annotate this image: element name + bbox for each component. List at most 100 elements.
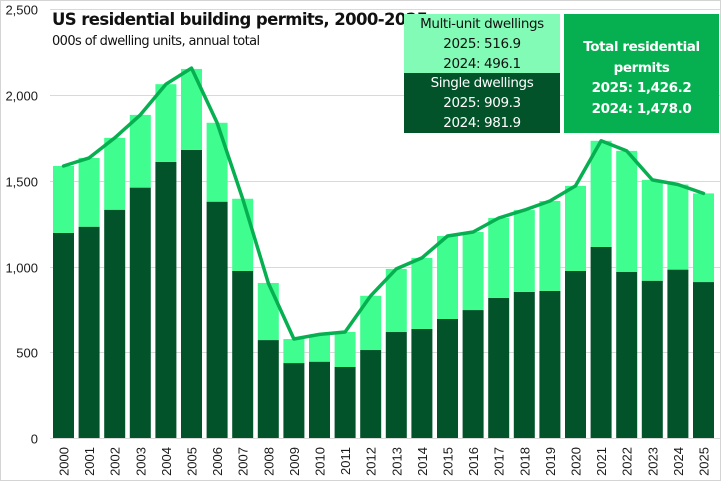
single-callout-label: Single dwellings [430,75,534,91]
bar-multi-2003 [129,114,151,188]
bar-single-2004 [155,161,177,438]
chart-title: US residential building permits, 2000-20… [52,10,428,29]
bars [53,68,714,438]
y-tick-label: 2,500 [5,3,38,18]
bar-single-2006 [206,201,228,438]
bar-multi-2016 [462,232,484,311]
bar-multi-2005 [181,68,202,150]
bar-single-2015 [437,318,458,438]
bar-multi-2022 [616,150,638,272]
bar-multi-2007 [232,198,254,271]
x-tick-label: 2022 [620,447,635,476]
multi-unit-callout: Multi-unit dwellings 2025: 516.9 2024: 4… [404,14,560,73]
x-axis-ticks: 2000 2001 2002 2003 2004 2005 2006 2007 2008 2009… [57,447,712,476]
y-tick-label: 1,000 [5,261,38,276]
bar-multi-2019 [539,200,561,291]
chart-subtitle: 000s of dwelling units, annual total [52,34,260,49]
multi-unit-callout-2025: 2025: 516.9 [443,36,521,52]
bar-single-2019 [539,290,561,438]
x-tick-label: 2009 [287,447,302,476]
x-tick-label: 2015 [441,447,456,476]
y-tick-label: 2,000 [5,89,38,104]
x-tick-label: 2016 [466,447,481,476]
x-tick-label: 2013 [389,447,404,476]
bar-multi-2025 [693,193,714,283]
bar-multi-2004 [155,84,177,162]
bar-single-2017 [488,297,510,438]
bar-single-2013 [385,332,407,438]
bar-single-2012 [360,350,382,438]
x-tick-label: 2006 [210,447,225,476]
bar-multi-2021 [590,140,612,247]
x-tick-label: 2003 [133,447,148,476]
bar-multi-2018 [513,210,535,292]
x-tick-label: 2008 [261,447,276,476]
y-tick-label: 500 [16,346,38,361]
total-series-line [61,66,706,341]
bar-single-2014 [411,328,433,438]
bar-single-2022 [616,271,638,438]
bar-single-2009 [283,363,305,438]
bar-multi-2011 [334,332,356,367]
x-tick-label: 2000 [57,447,72,476]
bar-multi-2012 [360,295,382,351]
bar-multi-2010 [309,334,330,362]
single-callout-2025: 2025: 909.3 [443,95,521,111]
x-tick-label: 2020 [569,447,584,476]
bar-single-2016 [462,310,484,438]
bar-single-2007 [232,270,254,438]
x-tick-label: 2014 [415,447,430,476]
bar-multi-2020 [565,185,586,271]
bar-single-2005 [181,149,202,438]
bar-multi-2015 [437,235,458,319]
x-tick-label: 2010 [313,447,328,476]
bar-single-2021 [590,246,612,438]
bar-multi-2014 [411,257,433,329]
bar-single-2025 [693,282,714,438]
x-tick-label: 2017 [492,447,507,476]
bar-single-2023 [641,280,663,438]
single-dwellings-callout: Single dwellings 2025: 909.3 2024: 981.9 [404,73,560,133]
bar-multi-2024 [667,184,689,270]
bar-multi-2017 [488,217,510,298]
single-callout-2024: 2024: 981.9 [443,115,521,131]
total-line [61,66,706,341]
bar-single-2002 [104,209,126,438]
total-callout-label-1: Total residential [583,39,700,55]
x-tick-label: 2004 [159,447,174,476]
bar-single-2024 [667,269,689,438]
x-tick-label: 2005 [185,447,200,476]
bar-single-2001 [78,226,100,438]
y-tick-label: 0 [31,432,38,447]
bar-single-2000 [53,232,74,438]
bar-multi-2001 [78,157,100,227]
x-tick-label: 2021 [594,447,609,476]
x-tick-label: 2024 [671,447,686,476]
x-tick-label: 2018 [517,447,532,476]
bar-single-2008 [257,340,279,438]
x-tick-label: 2019 [543,447,558,476]
x-tick-label: 2011 [338,447,353,475]
x-tick-label: 2023 [645,447,660,476]
bar-multi-2009 [283,339,305,364]
x-tick-label: 2025 [697,447,712,476]
total-callout-label-2: permits [613,59,670,76]
x-tick-label: 2007 [236,447,251,476]
multi-unit-callout-label: Multi-unit dwellings [420,16,544,32]
bar-single-2003 [129,187,151,438]
bar-multi-2002 [104,137,126,210]
x-tick-label: 2001 [82,447,97,476]
y-axis-ticks: 0 500 1,000 1,500 2,000 2,500 [5,3,38,447]
total-callout-2024: 2024: 1,478.0 [591,100,692,117]
bar-multi-2008 [257,282,279,341]
bar-multi-2023 [641,179,663,281]
x-tick-label: 2012 [364,447,379,476]
bar-multi-2000 [53,166,74,233]
bar-single-2011 [334,366,356,438]
bar-single-2018 [513,291,535,438]
x-tick-label: 2002 [108,447,123,476]
bar-single-2010 [309,361,330,438]
total-callout-2025: 2025: 1,426.2 [591,80,692,96]
multi-unit-callout-2024: 2024: 496.1 [443,56,521,72]
